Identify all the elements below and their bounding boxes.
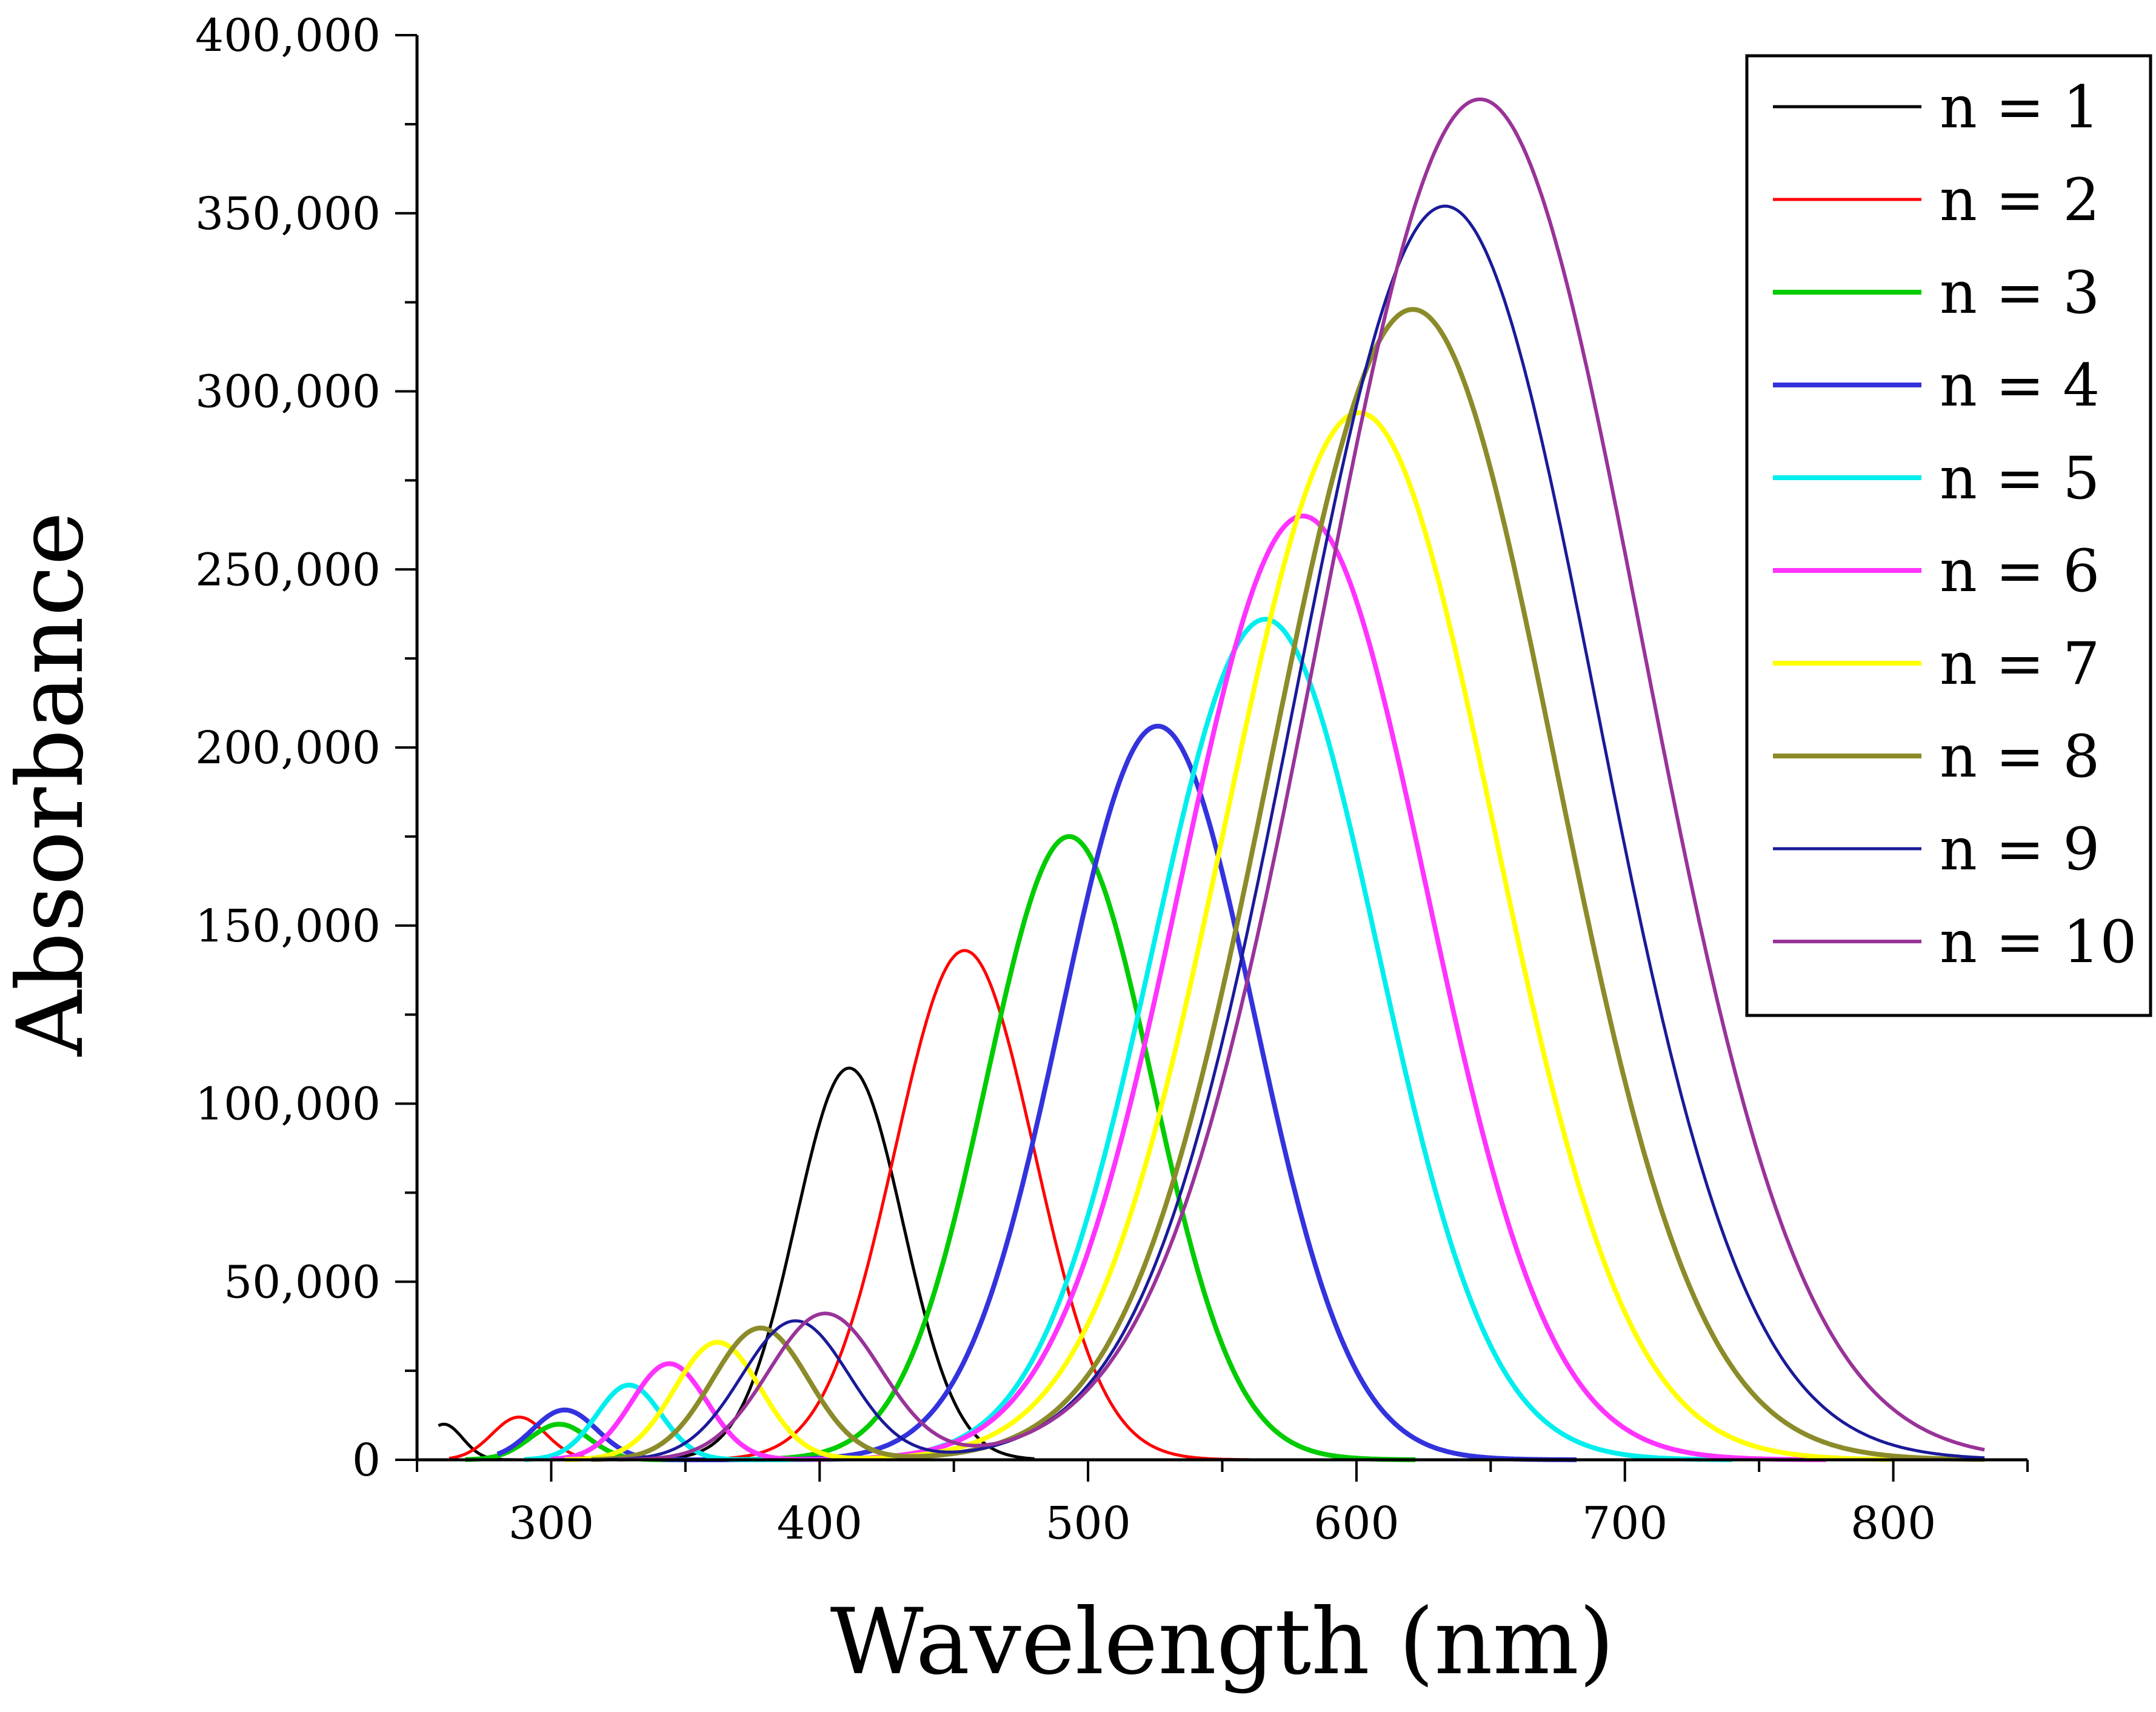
y-tick-label: 0 xyxy=(352,1434,381,1486)
y-tick-label: 400,000 xyxy=(195,10,381,62)
legend-label-n1: n = 1 xyxy=(1940,73,2100,141)
legend-label-n10: n = 10 xyxy=(1940,908,2137,976)
legend-label-n8: n = 8 xyxy=(1940,723,2100,791)
y-tick-label: 150,000 xyxy=(195,900,381,952)
x-tick-label: 500 xyxy=(1045,1497,1130,1550)
series-line-n8 xyxy=(591,307,1985,1462)
x-tick-label: 300 xyxy=(509,1497,594,1550)
series-line-n6 xyxy=(551,513,1826,1462)
legend-label-n7: n = 7 xyxy=(1940,630,2100,698)
legend-label-n6: n = 6 xyxy=(1940,537,2100,605)
y-tick-label: 50,000 xyxy=(224,1256,381,1308)
series-line-n9 xyxy=(604,204,1985,1462)
y-tick-label: 100,000 xyxy=(195,1078,381,1131)
legend-label-n2: n = 2 xyxy=(1940,166,2100,234)
legend-label-n4: n = 4 xyxy=(1940,352,2100,420)
y-tick-label: 350,000 xyxy=(195,188,381,240)
legend: n = 1 n = 2 n = 3 n = 4 n = 5 n = 6 n = 7 n = 8… xyxy=(1745,54,2152,1017)
x-tick-label: 400 xyxy=(777,1497,863,1550)
legend-label-n3: n = 3 xyxy=(1940,259,2100,327)
y-tick-label: 250,000 xyxy=(195,544,381,596)
legend-label-n5: n = 5 xyxy=(1940,444,2100,512)
x-tick-label: 700 xyxy=(1582,1497,1667,1550)
legend-label-n9: n = 9 xyxy=(1940,815,2100,883)
y-tick-label: 200,000 xyxy=(195,722,381,774)
series-line-n10 xyxy=(618,97,1985,1462)
y-axis-title: Absorbance xyxy=(0,512,104,1057)
x-tick-label: 800 xyxy=(1851,1497,1936,1550)
ticks: 0 50,000 100,000 150,000 200,000 250,000 300,0… xyxy=(195,10,2029,1550)
x-tick-label: 600 xyxy=(1313,1497,1399,1550)
legend-box xyxy=(1745,54,2152,1017)
y-tick-label: 300,000 xyxy=(195,366,381,418)
x-axis-title: Wavelength (nm) xyxy=(830,1590,1615,1695)
series-line-n7 xyxy=(564,410,1894,1462)
